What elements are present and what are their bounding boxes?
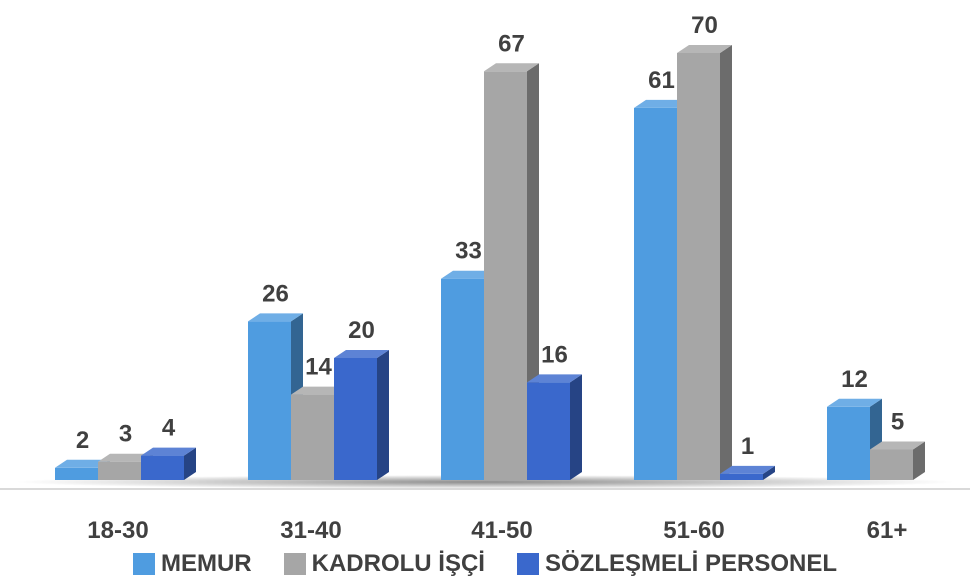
data-label-41-50-2: 16 <box>541 341 568 368</box>
data-label-41-50-0: 33 <box>455 238 482 265</box>
legend-swatch <box>132 553 155 575</box>
legend-label: KADROLU İŞÇİ <box>311 550 485 577</box>
data-label-31-40-2: 20 <box>348 317 375 344</box>
bar-41-50-1 <box>484 63 539 481</box>
data-label-31-40-0: 26 <box>262 280 289 307</box>
legend-label: SÖZLEŞMELİ PERSONEL <box>544 550 838 577</box>
legend-item-1: KADROLU İŞÇİ <box>283 550 485 578</box>
data-labels-layer: 2 3 4 26 14 20 33 67 16 61 70 1 12 5 <box>76 12 904 460</box>
legend-item-0: MEMUR <box>132 550 252 578</box>
bar-41-50-2 <box>527 374 582 480</box>
bar-31-40-2 <box>334 350 389 480</box>
bar-61+-1 <box>870 441 925 480</box>
data-label-51-60-0: 61 <box>648 67 675 94</box>
data-label-61+-0: 12 <box>841 366 868 393</box>
category-label: 61+ <box>867 517 908 544</box>
bars-layer <box>55 45 925 481</box>
data-label-41-50-1: 67 <box>498 30 525 57</box>
legend-swatch <box>283 553 306 575</box>
data-label-18-30-1: 3 <box>119 421 132 448</box>
data-label-31-40-1: 14 <box>305 354 332 381</box>
category-label: 41-50 <box>471 517 532 544</box>
data-label-18-30-0: 2 <box>76 427 89 454</box>
category-label: 31-40 <box>280 517 341 544</box>
bar-51-60-1 <box>677 45 732 480</box>
category-label: 18-30 <box>87 517 148 544</box>
data-label-51-60-1: 70 <box>691 12 718 39</box>
data-label-61+-1: 5 <box>891 409 904 436</box>
legend: MEMUR KADROLU İŞÇİ SÖZLEŞMELİ PERSONEL <box>0 547 970 581</box>
category-label: 51-60 <box>663 517 724 544</box>
bar-51-60-2 <box>720 465 775 480</box>
legend-item-2: SÖZLEŞMELİ PERSONEL <box>516 550 838 578</box>
legend-label: MEMUR <box>160 550 252 577</box>
data-label-18-30-2: 4 <box>162 415 176 442</box>
legend-swatch <box>516 553 539 575</box>
data-label-51-60-2: 1 <box>741 433 754 460</box>
bar-18-30-2 <box>141 447 196 480</box>
category-labels-layer: 18-30 31-40 41-50 51-60 61+ <box>87 517 907 544</box>
